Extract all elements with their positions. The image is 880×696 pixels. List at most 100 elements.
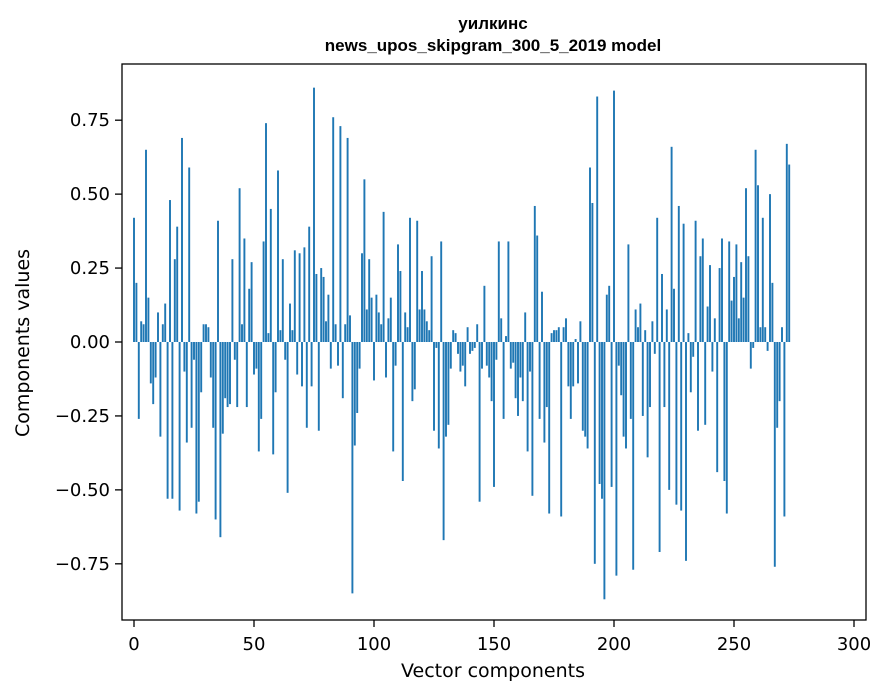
x-tick-label: 200 xyxy=(597,634,631,655)
bar xyxy=(473,342,476,348)
bar xyxy=(778,342,781,402)
bar xyxy=(663,342,666,408)
bar xyxy=(416,220,419,342)
bar xyxy=(387,318,390,342)
bar xyxy=(723,342,726,481)
bar xyxy=(596,96,599,342)
bar xyxy=(653,342,656,354)
bar xyxy=(759,327,762,342)
bar xyxy=(296,342,299,375)
bar xyxy=(716,342,719,473)
bar xyxy=(161,324,164,342)
bar xyxy=(553,330,555,342)
bar xyxy=(334,324,337,342)
bar xyxy=(661,273,663,342)
bar xyxy=(764,327,767,342)
bar xyxy=(538,342,541,419)
bar xyxy=(423,309,426,342)
bar xyxy=(658,342,661,552)
bar xyxy=(368,259,371,342)
bar xyxy=(289,303,291,342)
bar xyxy=(397,244,399,342)
bar xyxy=(317,342,320,431)
bar xyxy=(353,342,356,446)
bar xyxy=(730,300,733,342)
bar xyxy=(536,235,539,342)
bar xyxy=(593,342,596,564)
bar xyxy=(495,342,498,360)
bar xyxy=(413,342,416,390)
bar xyxy=(173,259,176,342)
bar xyxy=(229,342,231,405)
bar xyxy=(497,241,500,342)
bar xyxy=(754,149,757,342)
bar xyxy=(531,342,534,496)
bar xyxy=(385,342,387,378)
bar xyxy=(356,342,359,413)
bar xyxy=(361,253,363,342)
bar xyxy=(399,271,402,342)
bar xyxy=(447,342,450,425)
bar xyxy=(565,318,567,342)
bar xyxy=(433,342,435,431)
bar xyxy=(260,342,263,419)
bar xyxy=(646,342,649,458)
bar xyxy=(149,342,152,384)
bar xyxy=(737,318,740,342)
x-tick-label: 300 xyxy=(837,634,871,655)
bar xyxy=(341,342,344,399)
bar xyxy=(622,342,625,437)
bar xyxy=(682,223,685,342)
bar xyxy=(197,342,200,502)
bar xyxy=(327,294,330,342)
bar xyxy=(713,318,716,342)
bar xyxy=(617,342,620,366)
bar xyxy=(358,342,361,369)
bar xyxy=(190,342,193,428)
bar xyxy=(517,342,519,416)
y-tick-label: −0.75 xyxy=(55,554,110,575)
bar xyxy=(257,342,260,452)
bar xyxy=(641,342,644,416)
bar xyxy=(209,342,212,378)
x-tick-label: 100 xyxy=(357,634,391,655)
bar xyxy=(757,185,759,342)
bar xyxy=(435,342,438,348)
bar xyxy=(449,342,452,369)
bar xyxy=(195,342,198,514)
bar xyxy=(250,262,253,342)
bar xyxy=(519,342,522,378)
bar xyxy=(272,342,275,455)
bar xyxy=(178,342,181,511)
y-axis-label: Components values xyxy=(12,249,34,437)
bar xyxy=(728,241,731,342)
bar xyxy=(339,126,342,342)
bar xyxy=(709,265,711,342)
bar xyxy=(142,324,145,342)
bar xyxy=(293,250,296,342)
bar xyxy=(315,273,318,342)
bar xyxy=(610,342,613,487)
x-tick-label: 250 xyxy=(717,634,751,655)
bar xyxy=(291,330,294,342)
bar xyxy=(238,188,241,342)
bar xyxy=(581,342,584,431)
bar xyxy=(440,241,443,342)
bar xyxy=(788,164,791,342)
bar xyxy=(365,309,368,342)
bar xyxy=(608,285,611,342)
bar xyxy=(279,330,282,342)
bar xyxy=(277,170,279,342)
bar xyxy=(176,226,179,342)
bar xyxy=(512,342,515,363)
y-axis: −0.75 −0.50 −0.25 0.00 0.25 0.50 0.75 xyxy=(55,110,122,575)
bar xyxy=(332,117,335,342)
bar xyxy=(382,211,385,342)
bar xyxy=(308,226,311,342)
bar xyxy=(776,342,779,428)
bar xyxy=(651,321,654,342)
bar xyxy=(783,342,786,517)
bar xyxy=(521,342,524,402)
